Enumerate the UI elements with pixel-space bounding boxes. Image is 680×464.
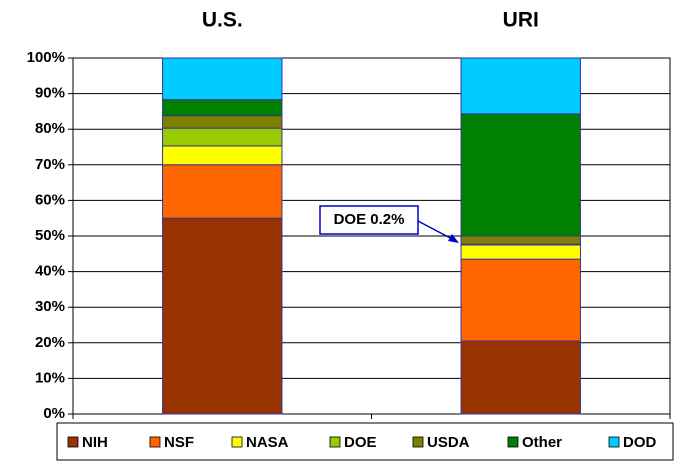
y-tick-label: 0%	[43, 405, 65, 422]
legend-swatch	[608, 436, 620, 448]
y-tick-label: 20%	[35, 334, 65, 351]
bar-segment	[162, 164, 283, 219]
bar-segment	[460, 57, 581, 115]
annotation-arrow	[417, 220, 455, 241]
legend-swatch	[329, 436, 341, 448]
legend-swatch	[67, 436, 79, 448]
annotation: DOE 0.2%	[334, 211, 405, 228]
legend-swatch	[149, 436, 161, 448]
bar-segment	[162, 217, 283, 415]
legend-label: DOE	[344, 434, 377, 451]
bar-segment	[162, 127, 283, 147]
legend-swatch	[507, 436, 519, 448]
y-tick-label: 70%	[35, 156, 65, 173]
bar-segment	[460, 244, 581, 260]
legend-label: Other	[522, 434, 562, 451]
annotation-box	[319, 205, 419, 235]
y-tick-label: 50%	[35, 227, 65, 244]
y-tick-label: 80%	[35, 120, 65, 137]
bar-segment	[460, 340, 581, 415]
y-tick-label: 90%	[35, 85, 65, 102]
legend-label: DOD	[623, 434, 657, 451]
y-tick-label: 100%	[27, 49, 65, 66]
legend-swatch	[231, 436, 243, 448]
bar-segment	[162, 115, 283, 129]
bar-segment	[460, 113, 581, 237]
y-tick-label: 30%	[35, 298, 65, 315]
legend-label: NIH	[82, 434, 108, 451]
bar-segment	[162, 145, 283, 166]
category-title: URI	[503, 9, 539, 32]
bar-segment	[162, 57, 283, 101]
bar-segment	[460, 235, 581, 245]
arrow-head	[448, 234, 459, 243]
bar-segment	[460, 258, 581, 342]
legend-label: NSF	[164, 434, 194, 451]
y-tick-label: 60%	[35, 191, 65, 208]
y-tick-label: 40%	[35, 263, 65, 280]
y-tick-label: 10%	[35, 369, 65, 386]
category-title: U.S.	[202, 9, 243, 32]
legend-label: NASA	[246, 434, 289, 451]
legend-label: USDA	[427, 434, 470, 451]
legend-swatch	[412, 436, 424, 448]
bar-segment	[162, 99, 283, 117]
